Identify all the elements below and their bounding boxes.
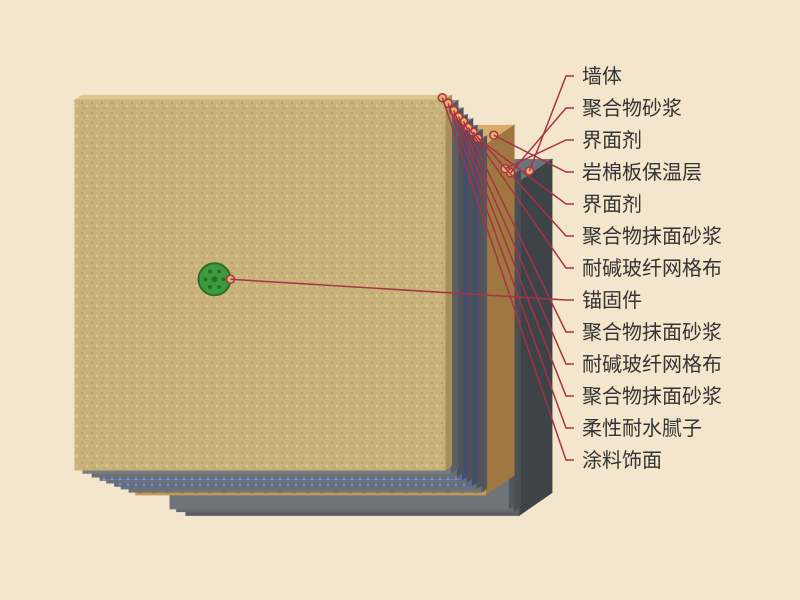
wall-insulation-diagram: 墙体聚合物砂浆界面剂岩棉板保温层界面剂聚合物抹面砂浆耐碱玻纤网格布锚固件聚合物抹… [0, 0, 800, 600]
layer-label: 涂料饰面 [582, 449, 662, 472]
layer-label: 聚合物砂浆 [582, 97, 682, 120]
layer-label: 柔性耐水腻子 [582, 417, 702, 440]
layer-label: 聚合物抹面砂浆 [582, 385, 722, 408]
layer-label: 聚合物抹面砂浆 [582, 225, 722, 248]
layer-stack [75, 95, 552, 515]
layer-label: 聚合物抹面砂浆 [582, 321, 722, 344]
layer-label: 锚固件 [582, 289, 642, 312]
layer-label: 耐碱玻纤网格布 [582, 257, 722, 280]
layer-label: 界面剂 [582, 129, 642, 152]
layer-l12 [75, 95, 452, 470]
layer-label: 界面剂 [582, 193, 642, 216]
anchor-piece [199, 263, 231, 295]
layer-label: 岩棉板保温层 [582, 161, 702, 184]
layer-label: 耐碱玻纤网格布 [582, 353, 722, 376]
layer-label: 墙体 [582, 65, 622, 88]
